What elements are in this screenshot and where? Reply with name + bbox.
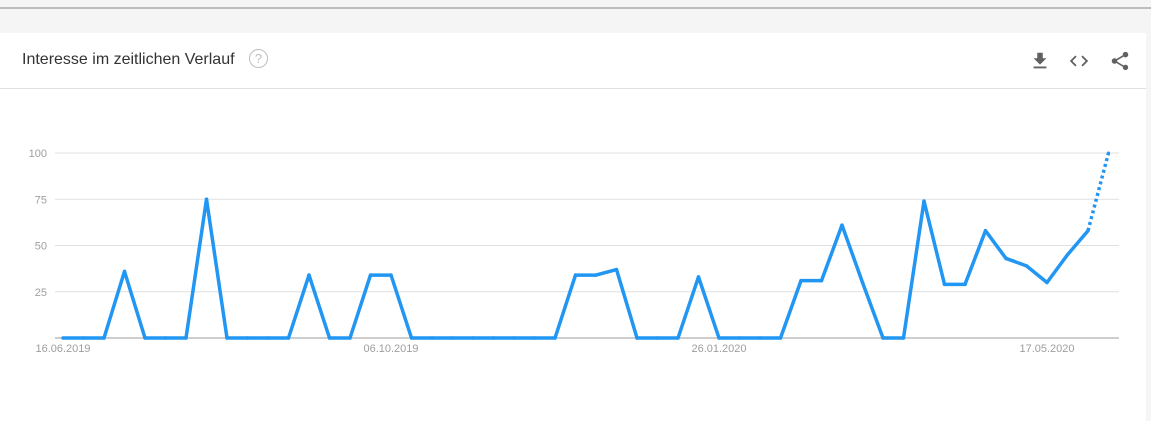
data-point: [656, 336, 659, 340]
data-point: [533, 336, 536, 340]
line-segment: [102, 269, 127, 340]
line-segment: [307, 273, 332, 340]
data-point: [205, 197, 208, 201]
data-point: [799, 279, 803, 283]
line-segment: [1045, 253, 1070, 285]
share-icon[interactable]: [1109, 50, 1131, 72]
data-point: [1066, 253, 1069, 257]
y-tick-label: 50: [35, 241, 47, 253]
interest-over-time-card: Interesse im zeitlichen Verlauf ?: [0, 33, 1146, 421]
data-point: [779, 336, 782, 340]
data-point: [861, 281, 864, 284]
y-tick-label: 100: [29, 148, 47, 160]
x-tick-label: 26.01.2020: [691, 343, 746, 355]
data-point: [820, 279, 823, 283]
x-tick-label: 06.10.2019: [363, 343, 418, 355]
line-segment: [204, 197, 229, 340]
data-point: [594, 273, 598, 277]
line-segment: [901, 199, 926, 340]
code-icon[interactable]: [1068, 50, 1090, 72]
card-header: Interesse im zeitlichen Verlauf ?: [0, 33, 1146, 89]
data-point: [1086, 229, 1090, 233]
line-segment: [963, 228, 988, 287]
data-point: [164, 336, 167, 340]
data-point: [389, 273, 393, 277]
data-point: [635, 336, 639, 340]
data-point: [246, 336, 249, 340]
data-point: [1004, 256, 1008, 260]
data-point: [943, 282, 946, 286]
line-segment: [1065, 228, 1090, 257]
data-point: [881, 336, 885, 340]
line-segment: [553, 273, 578, 340]
line-segment: [860, 280, 885, 340]
data-point: [143, 336, 147, 340]
help-circle-icon[interactable]: ?: [249, 49, 268, 68]
data-point: [984, 229, 987, 233]
data-point: [451, 336, 454, 340]
data-point: [287, 336, 290, 340]
data-point: [1107, 151, 1110, 155]
line-segment: [696, 275, 721, 340]
data-point: [512, 336, 516, 340]
data-point: [574, 273, 577, 277]
line-segment: [983, 228, 1008, 261]
data-point: [758, 336, 762, 340]
data-point: [840, 223, 844, 227]
x-tick-label: 16.06.2019: [35, 343, 90, 355]
line-segment: [348, 273, 373, 340]
data-point: [676, 336, 680, 340]
data-point: [225, 336, 229, 340]
top-divider: [0, 7, 1151, 9]
line-segment: [389, 273, 414, 340]
data-point: [492, 336, 495, 340]
data-point: [348, 336, 352, 340]
data-point: [61, 336, 65, 340]
line-segment: [614, 267, 639, 340]
data-point: [266, 336, 270, 340]
data-point: [553, 336, 557, 340]
line-segment: [122, 269, 147, 340]
data-point: [369, 273, 372, 277]
line-segment: [819, 223, 844, 283]
data-point: [102, 336, 106, 340]
line-segment: [286, 273, 311, 340]
download-icon[interactable]: [1029, 50, 1051, 72]
data-point: [410, 336, 413, 340]
data-point: [82, 336, 85, 340]
line-segment: [594, 267, 619, 277]
data-point: [1025, 264, 1028, 268]
line-segment: [840, 223, 865, 285]
line-segment: [922, 199, 947, 287]
data-point: [922, 199, 926, 203]
line-segment: [676, 275, 701, 340]
data-point: [328, 336, 331, 340]
data-point: [430, 336, 434, 340]
data-point: [471, 336, 475, 340]
data-point: [738, 336, 741, 340]
partial-line-segment: [1086, 152, 1111, 232]
line-segment: [1024, 264, 1049, 285]
line-segment: [184, 197, 209, 340]
data-point: [697, 275, 700, 279]
data-point: [902, 336, 905, 340]
data-point: [123, 269, 126, 273]
data-point: [1045, 281, 1049, 284]
data-point: [615, 268, 618, 272]
data-point: [307, 273, 311, 277]
data-point: [717, 336, 721, 340]
y-tick-label: 75: [35, 194, 47, 206]
y-tick-label: 25: [35, 287, 47, 299]
card-title: Interesse im zeitlichen Verlauf: [22, 51, 235, 68]
x-tick-label: 17.05.2020: [1019, 343, 1074, 355]
data-point: [963, 282, 967, 286]
line-segment: [778, 278, 803, 340]
line-segment: [1004, 256, 1029, 268]
data-point: [184, 336, 188, 340]
